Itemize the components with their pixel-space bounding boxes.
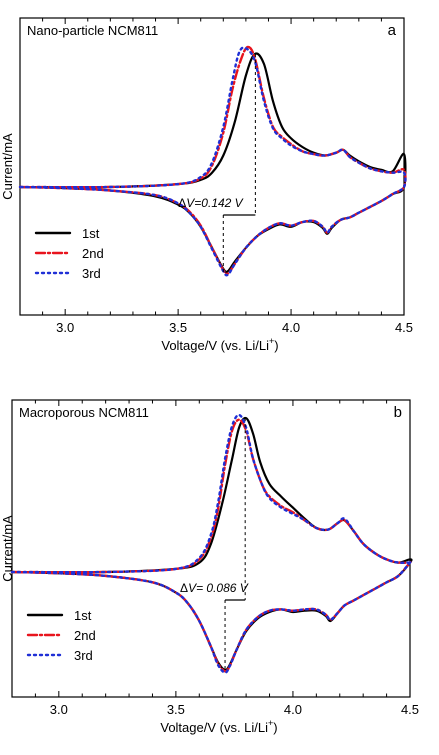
legend-label-1st: 1st (82, 226, 100, 241)
x-axis-title-close: ) (273, 720, 277, 735)
panel-letter: b (394, 404, 402, 421)
panel-title: Macroporous NCM811 (19, 405, 149, 420)
annotation-label: ΔV=0.142 V (178, 196, 243, 210)
x-tick-label: 4.5 (401, 702, 419, 717)
panel-letter: a (388, 22, 397, 39)
y-axis-title: Current/mA (0, 133, 15, 200)
legend-label-2nd: 2nd (82, 246, 104, 261)
x-tick-label: 4.0 (284, 702, 302, 717)
panel-title: Nano-particle NCM811 (27, 23, 158, 38)
x-axis-title-main: Voltage/V (vs. Li/Li (161, 338, 269, 353)
x-tick-label: 3.0 (50, 702, 68, 717)
annotation-value: V=0.142 V (186, 196, 243, 210)
series-line-2nd (18, 45, 407, 276)
plot-frame (11, 399, 411, 698)
x-tick-label: 4.5 (395, 320, 413, 335)
plot-frame (19, 17, 405, 316)
legend-label-2nd: 2nd (74, 628, 96, 643)
legend-label-1st: 1st (74, 608, 92, 623)
legend-label-3rd: 3rd (82, 266, 101, 281)
x-axis-title-close: ) (274, 338, 278, 353)
delta-symbol: Δ (180, 581, 188, 595)
x-tick-label: 3.5 (167, 702, 185, 717)
y-axis-title: Current/mA (0, 515, 15, 582)
series-line-2nd (10, 418, 413, 673)
series-line-3rd (18, 46, 407, 277)
series-line-1st (10, 416, 413, 672)
x-tick-label: 3.0 (56, 320, 74, 335)
x-axis-title: Voltage/V (vs. Li/Li+) (161, 336, 278, 353)
x-tick-label: 4.0 (282, 320, 300, 335)
x-axis-title-superscript: + (269, 336, 274, 346)
series-line-3rd (10, 413, 413, 674)
panel-a: 3.0 3.5 4.0 4.5 Voltage/V (vs. Li/Li+) Curren… (0, 17, 413, 353)
series-line-1st (18, 52, 407, 274)
x-axis-title-main: Voltage/V (vs. Li/Li (160, 720, 268, 735)
annotation-value: V= 0.086 V (188, 581, 249, 595)
annotation-label: ΔV= 0.086 V (180, 581, 249, 595)
x-tick-label: 3.5 (169, 320, 187, 335)
panel-b: 3.0 3.5 4.0 4.5 Voltage/V (vs. Li/Li+) Curren… (0, 399, 419, 735)
x-axis-title-superscript: + (268, 718, 273, 728)
legend-label-3rd: 3rd (74, 648, 93, 663)
delta-symbol: Δ (178, 196, 186, 210)
x-axis-title: Voltage/V (vs. Li/Li+) (160, 718, 277, 735)
